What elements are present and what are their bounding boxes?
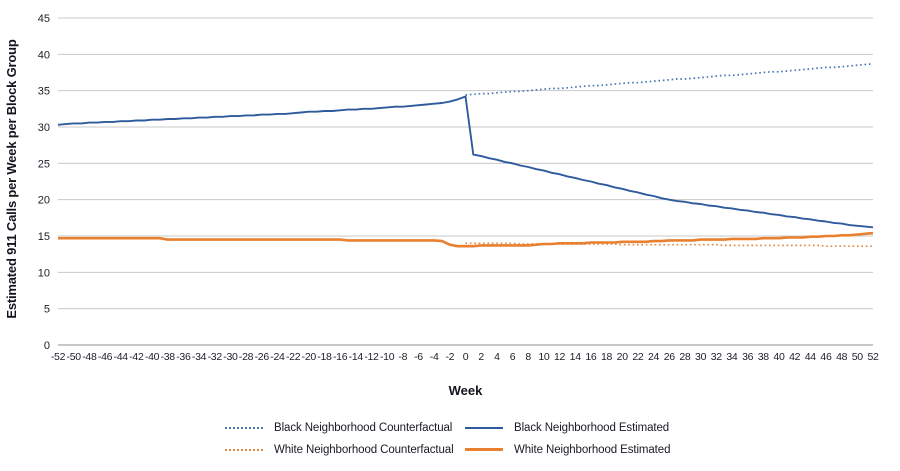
legend-label: White Neighborhood Estimated: [514, 443, 671, 456]
x-tick-label: 40: [773, 351, 785, 363]
x-tick-label: -50: [67, 351, 82, 363]
x-tick-label: -18: [317, 351, 332, 363]
legend-label: White Neighborhood Counterfactual: [274, 443, 454, 456]
legend-item-black-counterfactual: Black Neighborhood Counterfactual: [225, 420, 465, 435]
x-tick-label: 12: [554, 351, 566, 363]
y-tick-label: 10: [38, 267, 50, 279]
x-tick-label: -26: [255, 351, 270, 363]
x-tick-label: -22: [286, 351, 301, 363]
x-tick-label: -40: [145, 351, 160, 363]
series-line-white-neighborhood-estimated: [58, 231, 874, 248]
x-tick-label: -48: [82, 351, 97, 363]
x-tick-label: 2: [478, 351, 484, 363]
x-tick-label: -12: [364, 351, 379, 363]
x-tick-label: 36: [742, 351, 754, 363]
x-tick-label: -38: [161, 351, 176, 363]
x-tick-label: 22: [632, 351, 644, 363]
x-axis-title: Week: [448, 383, 483, 398]
x-tick-label: 44: [805, 351, 817, 363]
x-tick-label: 14: [570, 351, 582, 363]
dotted-line-swatch-icon: [225, 448, 263, 451]
x-tick-label: -2: [445, 351, 454, 363]
x-tick-label: 30: [695, 351, 707, 363]
series-line-black-neighborhood-estimated: [57, 95, 874, 229]
x-tick-label: 32: [711, 351, 723, 363]
x-tick-label: 20: [617, 351, 629, 363]
x-tick-label: -14: [349, 351, 364, 363]
x-tick-label: -44: [114, 351, 129, 363]
x-tick-label: 38: [758, 351, 770, 363]
series-line-white-neighborhood-counterfactual: [465, 242, 873, 248]
x-tick-label: -16: [333, 351, 348, 363]
y-axis-title: Estimated 911 Calls per Week per Block G…: [4, 39, 19, 319]
x-tick-label: -32: [208, 351, 223, 363]
legend-label: Black Neighborhood Counterfactual: [274, 421, 453, 434]
dotted-line-swatch-icon: [225, 426, 263, 429]
chart-legend: Black Neighborhood Counterfactual Black …: [225, 420, 670, 457]
legend-item-black-estimated: Black Neighborhood Estimated: [465, 420, 670, 435]
x-tick-label: -30: [223, 351, 238, 363]
x-tick-label: -10: [380, 351, 395, 363]
x-tick-label: -46: [98, 351, 113, 363]
x-tick-label: -28: [239, 351, 254, 363]
x-tick-label: -42: [129, 351, 144, 363]
y-tick-label: 30: [38, 122, 50, 134]
x-tick-label: 6: [510, 351, 516, 363]
y-tick-label: 15: [38, 231, 50, 243]
x-tick-label: -4: [430, 351, 439, 363]
y-tick-label: 25: [38, 158, 50, 170]
x-tick-label: -24: [270, 351, 285, 363]
solid-line-swatch-icon: [465, 448, 503, 451]
legend-item-white-estimated: White Neighborhood Estimated: [465, 442, 670, 457]
x-tick-label: -52: [51, 351, 66, 363]
legend-item-white-counterfactual: White Neighborhood Counterfactual: [225, 442, 465, 457]
x-tick-label: -20: [302, 351, 317, 363]
x-tick-label: 0: [463, 351, 469, 363]
x-tick-label: -36: [176, 351, 191, 363]
legend-label: Black Neighborhood Estimated: [514, 421, 670, 434]
x-tick-label: -34: [192, 351, 207, 363]
x-tick-label: 16: [585, 351, 597, 363]
x-tick-label: 24: [648, 351, 660, 363]
x-tick-label: -6: [414, 351, 423, 363]
y-tick-label: 5: [44, 304, 50, 316]
x-tick-label: 8: [525, 351, 531, 363]
x-tick-label: -8: [398, 351, 407, 363]
y-tick-label: 40: [38, 49, 50, 61]
x-tick-label: 52: [867, 351, 879, 363]
y-tick-label: 0: [44, 340, 50, 352]
x-tick-label: 48: [836, 351, 848, 363]
y-tick-label: 20: [38, 195, 50, 207]
x-tick-label: 42: [789, 351, 801, 363]
x-tick-label: 18: [601, 351, 613, 363]
x-tick-label: 26: [664, 351, 676, 363]
y-tick-label: 45: [38, 13, 50, 25]
solid-line-swatch-icon: [465, 426, 503, 429]
x-tick-label: 34: [726, 351, 738, 363]
y-tick-label: 35: [38, 86, 50, 98]
x-tick-label: 46: [820, 351, 832, 363]
x-tick-label: 28: [679, 351, 691, 363]
x-tick-label: 50: [852, 351, 864, 363]
x-tick-label: 10: [538, 351, 550, 363]
x-tick-label: 4: [494, 351, 500, 363]
